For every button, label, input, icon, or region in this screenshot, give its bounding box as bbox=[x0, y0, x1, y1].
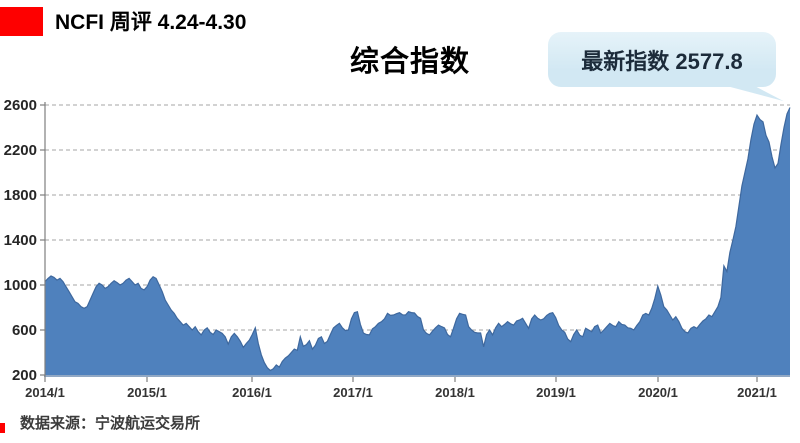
latest-index-callout-text: 最新指数 2577.8 bbox=[581, 48, 743, 74]
x-tick-label-2018/1: 2018/1 bbox=[435, 385, 475, 400]
report-title: NCFI 周评 4.24-4.30 bbox=[55, 11, 247, 34]
chart-title: 综合指数 bbox=[349, 46, 470, 78]
x-tick-label-2017/1: 2017/1 bbox=[333, 385, 373, 400]
x-tick-label-2016/1: 2016/1 bbox=[232, 385, 272, 400]
y-tick-label-1000: 1000 bbox=[4, 277, 37, 294]
y-tick-label-1400: 1400 bbox=[4, 232, 37, 249]
footer-red-mark-icon bbox=[0, 423, 5, 433]
y-tick-label-2200: 2200 bbox=[4, 142, 37, 159]
latest-index-callout: 最新指数 2577.8 bbox=[548, 32, 776, 87]
x-tick-label-2021/1: 2021/1 bbox=[737, 385, 777, 400]
y-tick-label-1800: 1800 bbox=[4, 187, 37, 204]
x-tick-label-2015/1: 2015/1 bbox=[127, 385, 167, 400]
x-tick-label-2019/1: 2019/1 bbox=[536, 385, 576, 400]
x-tick-label-2014/1: 2014/1 bbox=[25, 385, 65, 400]
report-header: NCFI 周评 4.24-4.30 bbox=[0, 0, 800, 44]
area-series bbox=[45, 107, 790, 375]
y-tick-label-200: 200 bbox=[12, 367, 37, 384]
area-series-outline bbox=[44, 107, 791, 372]
y-tick-label-2600: 2600 bbox=[4, 97, 37, 114]
y-tick-label-600: 600 bbox=[12, 322, 37, 339]
x-tick-label-2020/1: 2020/1 bbox=[638, 385, 678, 400]
red-square-icon bbox=[0, 7, 43, 36]
data-source-label: 数据来源：宁波航运交易所 bbox=[20, 415, 201, 432]
